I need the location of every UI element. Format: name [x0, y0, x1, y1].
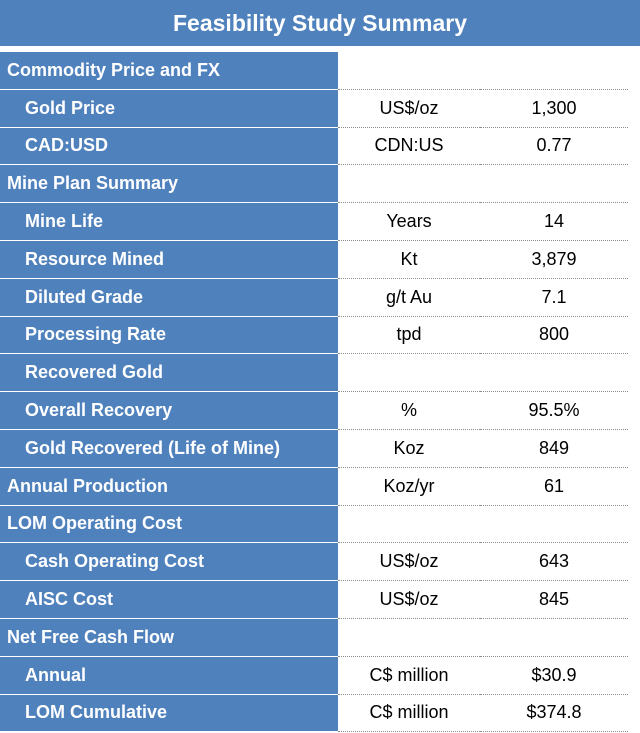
table-row: Mine Life Years 14 — [0, 203, 640, 241]
value-cell — [480, 506, 628, 544]
table-row: Annual C$ million $30.9 — [0, 656, 640, 695]
value-cell: 7.1 — [480, 279, 628, 317]
unit-cell: CDN:US — [338, 128, 480, 166]
table-row: CAD:USD CDN:US 0.77 — [0, 127, 640, 166]
table-row: Commodity Price and FX — [0, 52, 640, 90]
table-row: Overall Recovery% 95.5% — [0, 392, 640, 430]
row-label: Processing Rate — [0, 316, 338, 355]
row-label: Gold Recovered (Life of Mine) — [0, 429, 338, 468]
unit-cell: US$/oz — [338, 581, 480, 619]
table-body: Commodity Price and FX Gold Price US$/oz 1,… — [0, 52, 640, 733]
table-row: LOM Cumulative C$ million $374.8 — [0, 694, 640, 733]
row-label: Gold Price — [0, 89, 338, 128]
table-row: Mine Plan Summary — [0, 165, 640, 204]
unit-cell: % — [338, 392, 480, 430]
table-row: Net Free Cash Flow — [0, 618, 640, 657]
value-cell — [480, 619, 628, 657]
unit-cell: US$/oz — [338, 90, 480, 128]
value-cell: 643 — [480, 543, 628, 582]
section-label: Annual Production — [0, 467, 338, 506]
row-label: Recovered Gold — [0, 354, 338, 393]
section-label: Mine Plan Summary — [0, 165, 338, 204]
section-label: Net Free Cash Flow — [0, 618, 338, 657]
section-label: Commodity Price and FX — [0, 52, 338, 90]
value-cell: 0.77 — [480, 128, 628, 166]
table-row: Gold Price US$/oz 1,300 — [0, 89, 640, 128]
table-row: Resource Mined Kt 3,879 — [0, 240, 640, 279]
table-row: Recovered Gold — [0, 354, 640, 393]
value-cell: 845 — [480, 581, 628, 619]
value-cell — [480, 52, 628, 90]
value-cell: 14 — [480, 203, 628, 241]
value-cell: 1,300 — [480, 90, 628, 128]
unit-cell: C$ million — [338, 695, 480, 733]
unit-cell: US$/oz — [338, 543, 480, 582]
table-row: Gold Recovered (Life of Mine) Koz 849 — [0, 429, 640, 468]
value-cell: 61 — [480, 468, 628, 506]
row-label: Cash Operating Cost — [0, 543, 338, 582]
row-label: CAD:USD — [0, 127, 338, 166]
value-cell: 800 — [480, 317, 628, 355]
unit-cell — [338, 52, 480, 90]
unit-cell: C$ million — [338, 657, 480, 695]
unit-cell: Years — [338, 203, 480, 241]
unit-cell — [338, 619, 480, 657]
table-row: Cash Operating Cost US$/oz 643 — [0, 543, 640, 582]
value-cell: 849 — [480, 430, 628, 468]
table-row: Processing Rate tpd 800 — [0, 316, 640, 355]
unit-cell: tpd — [338, 317, 480, 355]
unit-cell: Kt — [338, 241, 480, 279]
value-cell: $30.9 — [480, 657, 628, 695]
row-label: Annual — [0, 656, 338, 695]
table-row: AISC Cost US$/oz 845 — [0, 581, 640, 619]
row-label: Diluted Grade — [0, 278, 338, 317]
value-cell — [480, 354, 628, 393]
unit-cell: Koz — [338, 430, 480, 468]
value-cell — [480, 165, 628, 204]
value-cell: 3,879 — [480, 241, 628, 279]
unit-cell — [338, 506, 480, 544]
section-label: LOM Operating Cost — [0, 505, 338, 544]
row-label: LOM Cumulative — [0, 694, 338, 733]
unit-cell — [338, 165, 480, 204]
table-row: LOM Operating Cost — [0, 505, 640, 544]
unit-cell — [338, 354, 480, 393]
value-cell: 95.5% — [480, 392, 628, 430]
table-title: Feasibility Study Summary — [0, 0, 640, 48]
value-cell: $374.8 — [480, 695, 628, 733]
unit-cell: g/t Au — [338, 279, 480, 317]
row-label: Resource Mined — [0, 240, 338, 279]
row-label: Overall Recovery — [0, 392, 338, 430]
table-row: Annual Production Koz/yr 61 — [0, 467, 640, 506]
row-label: Mine Life — [0, 203, 338, 241]
table-row: Diluted Grade g/t Au 7.1 — [0, 278, 640, 317]
unit-cell: Koz/yr — [338, 468, 480, 506]
row-label: AISC Cost — [0, 581, 338, 619]
